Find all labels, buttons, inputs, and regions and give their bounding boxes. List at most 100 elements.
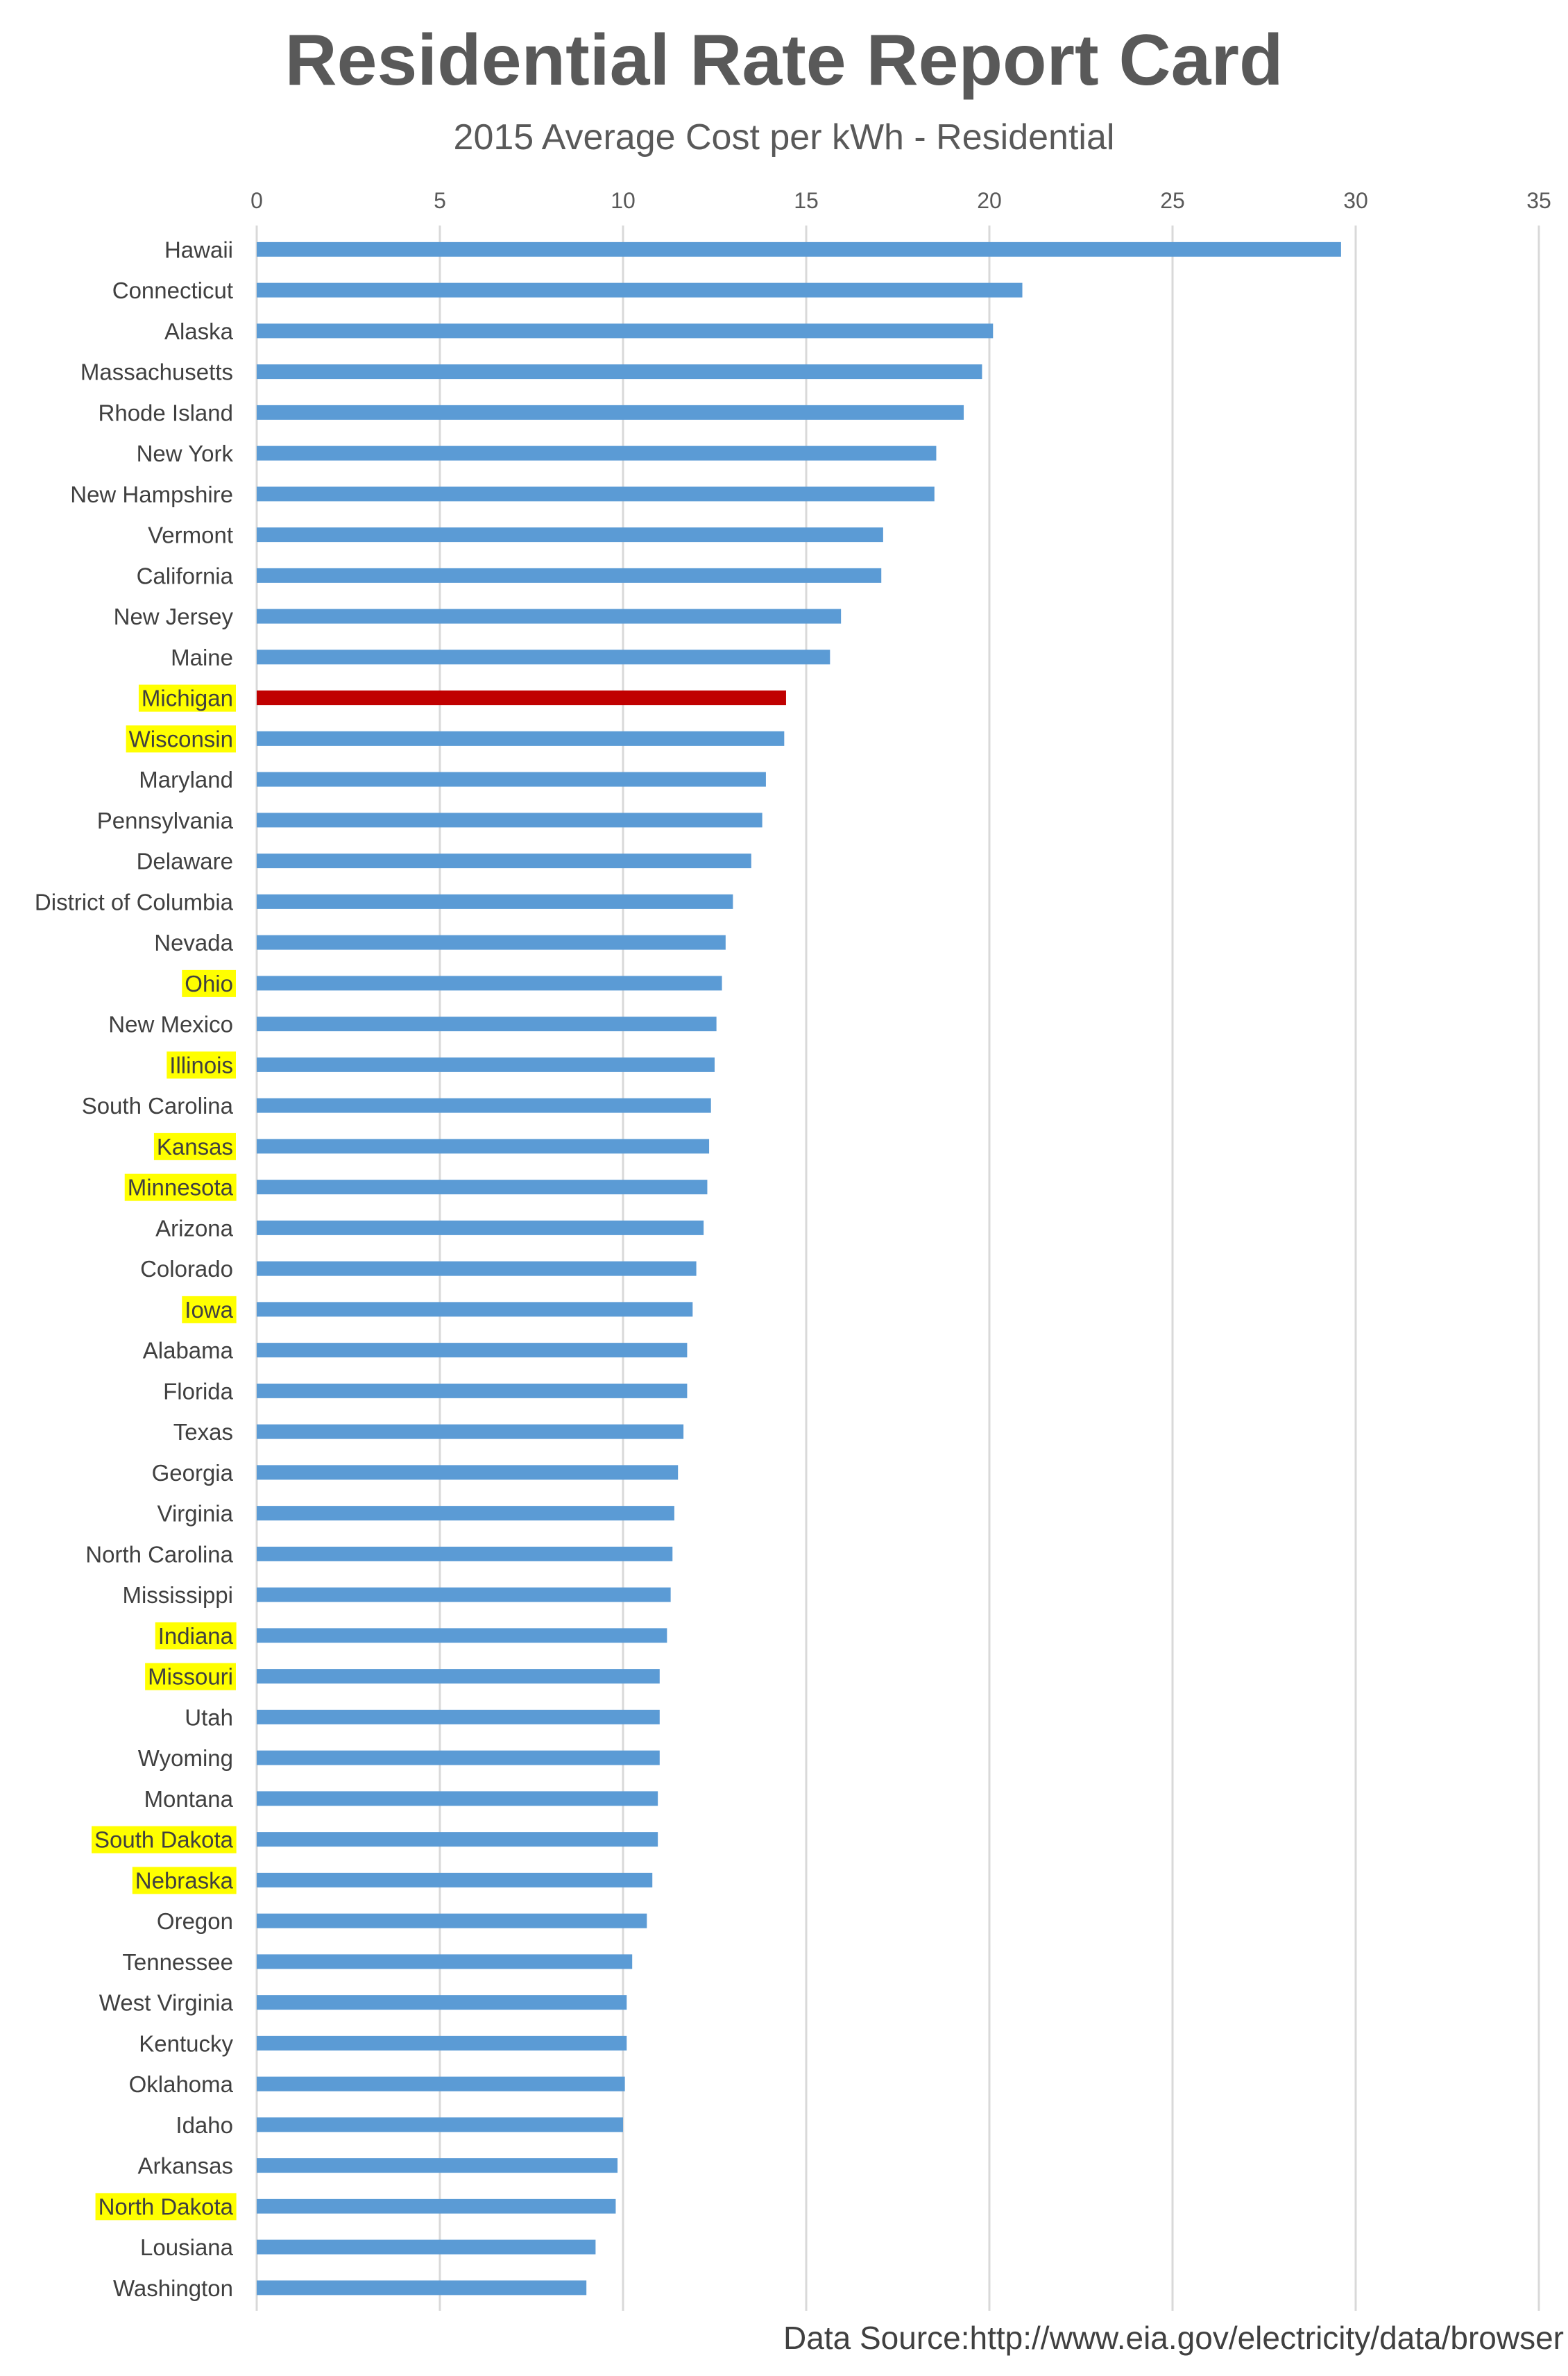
bar [257,894,733,909]
bar-chart: 0 5 10 15 20 25 30 35 Hawaii Connecticut Alaska Ma… [35,188,1551,2311]
bar [257,405,964,420]
bar [257,323,994,339]
bar [257,486,935,502]
bar [257,364,982,380]
category-label: Florida [163,1378,234,1404]
bar [257,976,722,991]
category-label: Illinois [169,1052,233,1078]
category-label: Oklahoma [129,2071,234,2097]
bar [257,1832,658,1847]
category-label: Delaware [137,849,233,874]
category-label: Virginia [157,1501,234,1527]
bar [257,1913,647,1928]
bar [257,2035,627,2051]
bar [257,1669,660,1684]
bar [257,282,1023,298]
x-tick-label: 25 [1160,188,1185,213]
bar [257,2076,625,2091]
label-highlight [124,1173,237,1201]
category-label: Oregon [157,1908,233,1934]
category-label: Wisconsin [129,726,233,752]
category-label: South Carolina [82,1093,234,1119]
category-label: Texas [173,1419,233,1445]
category-label: District of Columbia [35,889,234,915]
category-label: Rhode Island [99,400,233,425]
label-highlight [155,1622,237,1649]
category-label: Iowa [185,1297,233,1323]
category-label: South Dakota [94,1827,234,1853]
bar [257,527,883,543]
category-label: Nebraska [135,1867,234,1893]
category-label: Tennessee [122,1949,233,1975]
x-tick-label: 10 [611,188,636,213]
category-label: Kentucky [139,2030,233,2056]
x-tick-label: 30 [1343,188,1368,213]
x-tick-label: 0 [250,188,263,213]
category-label: Minnesota [128,1175,234,1200]
category-label: Utah [185,1704,233,1730]
category-label: Montana [144,1786,234,1812]
chart-subtitle: 2015 Average Cost per kWh - Residential [453,117,1115,158]
bar [257,1872,653,1887]
category-label: Colorado [140,1256,233,1282]
x-tick-label: 5 [434,188,446,213]
category-label: Wyoming [138,1745,233,1771]
bar [257,1628,667,1643]
category-label: Nevada [154,930,233,956]
category-label: Massachusetts [80,359,233,385]
category-label: Lousiana [140,2234,234,2260]
bar [257,2280,587,2296]
bar [257,1587,671,1602]
bar [257,2239,596,2255]
bar [257,1546,673,1561]
category-label: Michigan [142,686,233,711]
bar [257,813,762,828]
category-label: Georgia [152,1460,234,1486]
category-label: Alaska [164,319,234,344]
bar [257,1261,697,1276]
bar [257,2198,616,2214]
bar [257,772,766,787]
bar [257,568,882,583]
category-label: Mississippi [122,1582,233,1608]
chart-title: Residential Rate Report Card [284,20,1284,101]
category-label: Maryland [139,767,233,792]
bar [257,935,726,950]
bar [257,609,842,624]
bar [257,1180,708,1195]
label-highlight [182,1296,237,1323]
category-label: New Hampshire [70,482,233,507]
bar [257,1302,693,1317]
category-label: Vermont [148,523,233,548]
bar [257,2117,623,2132]
category-label: Arkansas [137,2153,233,2179]
bar [257,1995,627,2010]
bar [257,1465,679,1480]
bar [257,1709,660,1724]
category-label: Missouri [148,1664,233,1690]
bar [257,1954,633,1969]
category-label: Maine [171,645,233,670]
category-label: West Virginia [99,1990,234,2016]
label-highlight [132,1867,237,1894]
source-label: Data Source: [783,2320,970,2356]
bar [257,731,785,746]
category-label: Alabama [143,1338,234,1364]
category-label: New Jersey [114,604,234,629]
category-label: Arizona [155,1215,234,1241]
bar [257,1017,717,1032]
bar [257,1424,684,1439]
x-tick-labels: 0 5 10 15 20 25 30 35 [250,188,1551,213]
bar [257,1383,688,1398]
category-label: Hawaii [164,237,233,262]
category-label: Kansas [157,1134,233,1160]
label-highlight [182,969,236,997]
bar [257,1791,658,1806]
label-highlight [95,2193,237,2221]
category-label: Connecticut [112,278,233,303]
category-label: Pennsylvania [97,808,234,833]
x-tick-label: 35 [1526,188,1551,213]
bar [257,446,937,461]
bar [257,1139,710,1154]
label-highlight [153,1132,236,1160]
